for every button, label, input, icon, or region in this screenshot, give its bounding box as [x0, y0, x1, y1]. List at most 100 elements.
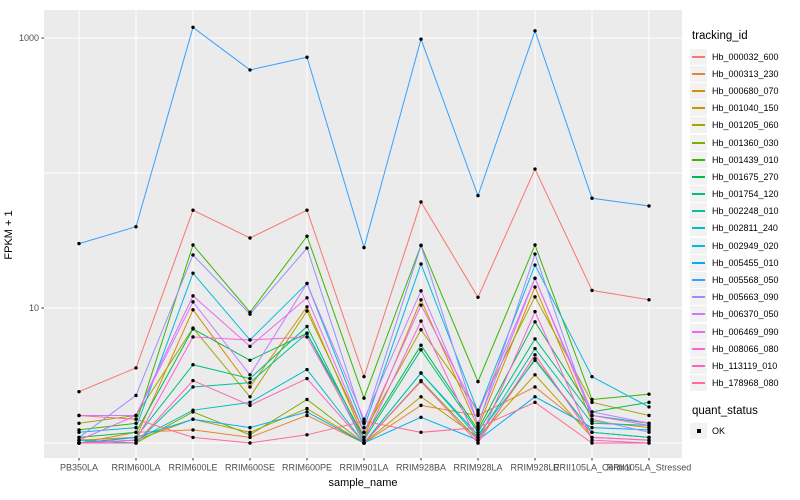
data-point — [191, 417, 195, 421]
data-point — [134, 441, 138, 445]
data-point — [77, 441, 81, 445]
data-point — [248, 344, 252, 349]
data-point — [533, 243, 537, 247]
data-point — [191, 385, 195, 389]
data-point — [419, 289, 423, 293]
data-point — [248, 400, 252, 405]
y-axis-title: FPKM + 1 — [3, 210, 15, 260]
legend-item: Hb_001754_120 — [690, 186, 798, 203]
point-icon — [696, 429, 701, 434]
legend-item: Hb_113119_010 — [690, 357, 798, 374]
x-tick-label: RRIM928BA — [396, 463, 446, 473]
legend-item-label: Hb_005455_010 — [712, 257, 779, 268]
data-point — [248, 385, 252, 389]
legend-item-label: Hb_001675_270 — [712, 171, 779, 182]
x-tick-label: RRIM928LA — [453, 463, 502, 473]
data-point — [419, 395, 423, 399]
data-point — [191, 363, 195, 367]
data-point — [419, 319, 423, 323]
data-point — [419, 298, 423, 302]
data-point — [134, 393, 138, 398]
legend-item-label: Hb_005568_050 — [712, 275, 779, 286]
legend-item: Hb_005663_090 — [690, 289, 798, 306]
legend-item-label: Hb_002949_020 — [712, 240, 779, 251]
data-point — [590, 417, 594, 421]
data-point — [533, 276, 537, 280]
legend-key-line — [692, 261, 705, 264]
data-point — [533, 295, 537, 299]
data-point — [248, 425, 252, 430]
x-tick-label: RRIM600PE — [282, 463, 332, 473]
x-tick-label: RRIM928LE — [510, 463, 559, 473]
data-point — [419, 262, 423, 266]
x-tick-label: RRIM901LA — [339, 463, 388, 473]
legend-item: Hb_000313_230 — [690, 65, 798, 82]
legend-key-line — [692, 313, 705, 316]
x-tick-label: PB350LA — [60, 463, 98, 473]
data-point — [362, 438, 366, 442]
legend-key — [690, 306, 707, 323]
data-point — [191, 271, 195, 275]
data-point — [191, 294, 195, 298]
legend-item-label: Hb_113119_010 — [712, 360, 778, 371]
legend-items: Hb_000032_600 Hb_000313_230 Hb_000680_070 H… — [690, 48, 798, 392]
data-point — [647, 400, 651, 405]
legend-item: Hb_000032_600 — [690, 48, 798, 65]
legend-item-label: Hb_001439_010 — [712, 154, 779, 165]
data-point — [191, 25, 195, 30]
data-point — [362, 430, 366, 435]
data-point — [305, 335, 309, 339]
legend-key — [690, 272, 707, 289]
x-tick-label: RRII105LA_Control — [553, 463, 631, 473]
data-point — [248, 395, 252, 399]
data-point — [533, 400, 537, 405]
legend-key-line — [692, 175, 705, 178]
legend-item: Hb_006469_090 — [690, 323, 798, 340]
legend-item: Hb_001040_150 — [690, 100, 798, 117]
data-point — [248, 358, 252, 362]
legend-item: Hb_178968_080 — [690, 375, 798, 392]
data-point — [305, 376, 309, 381]
data-point — [533, 395, 537, 399]
data-point — [647, 430, 651, 435]
data-point — [533, 167, 537, 171]
legend-key-line — [692, 279, 705, 282]
data-point — [419, 303, 423, 307]
legend-item-label: Hb_006469_090 — [712, 326, 779, 337]
legend-key — [690, 237, 707, 254]
data-point — [305, 367, 309, 372]
data-point — [191, 378, 195, 383]
data-point — [647, 428, 651, 432]
legend-key — [690, 375, 707, 392]
data-point — [191, 435, 195, 440]
data-point — [191, 308, 195, 312]
data-point — [248, 441, 252, 445]
data-point — [476, 435, 480, 440]
data-point — [305, 433, 309, 437]
data-point — [305, 406, 309, 411]
data-point — [647, 204, 651, 208]
data-point — [590, 425, 594, 430]
legend-item-label: Hb_006370_050 — [712, 309, 779, 320]
data-point — [77, 435, 81, 440]
legend-key-line — [692, 382, 705, 385]
legend-key — [690, 289, 707, 306]
legend-key-line — [692, 158, 705, 161]
data-point — [191, 408, 195, 412]
legend-key-line — [692, 55, 705, 58]
data-point — [191, 300, 195, 304]
data-point — [533, 320, 537, 324]
data-point — [134, 425, 138, 430]
data-point — [476, 295, 480, 300]
legend-key — [690, 117, 707, 134]
data-point — [590, 438, 594, 442]
legend-key-line — [692, 210, 705, 213]
data-point — [134, 421, 138, 425]
data-point — [77, 430, 81, 435]
data-point — [590, 421, 594, 425]
legend-key — [690, 186, 707, 203]
legend-key — [690, 203, 707, 220]
data-point — [77, 428, 81, 432]
data-point — [476, 421, 480, 425]
